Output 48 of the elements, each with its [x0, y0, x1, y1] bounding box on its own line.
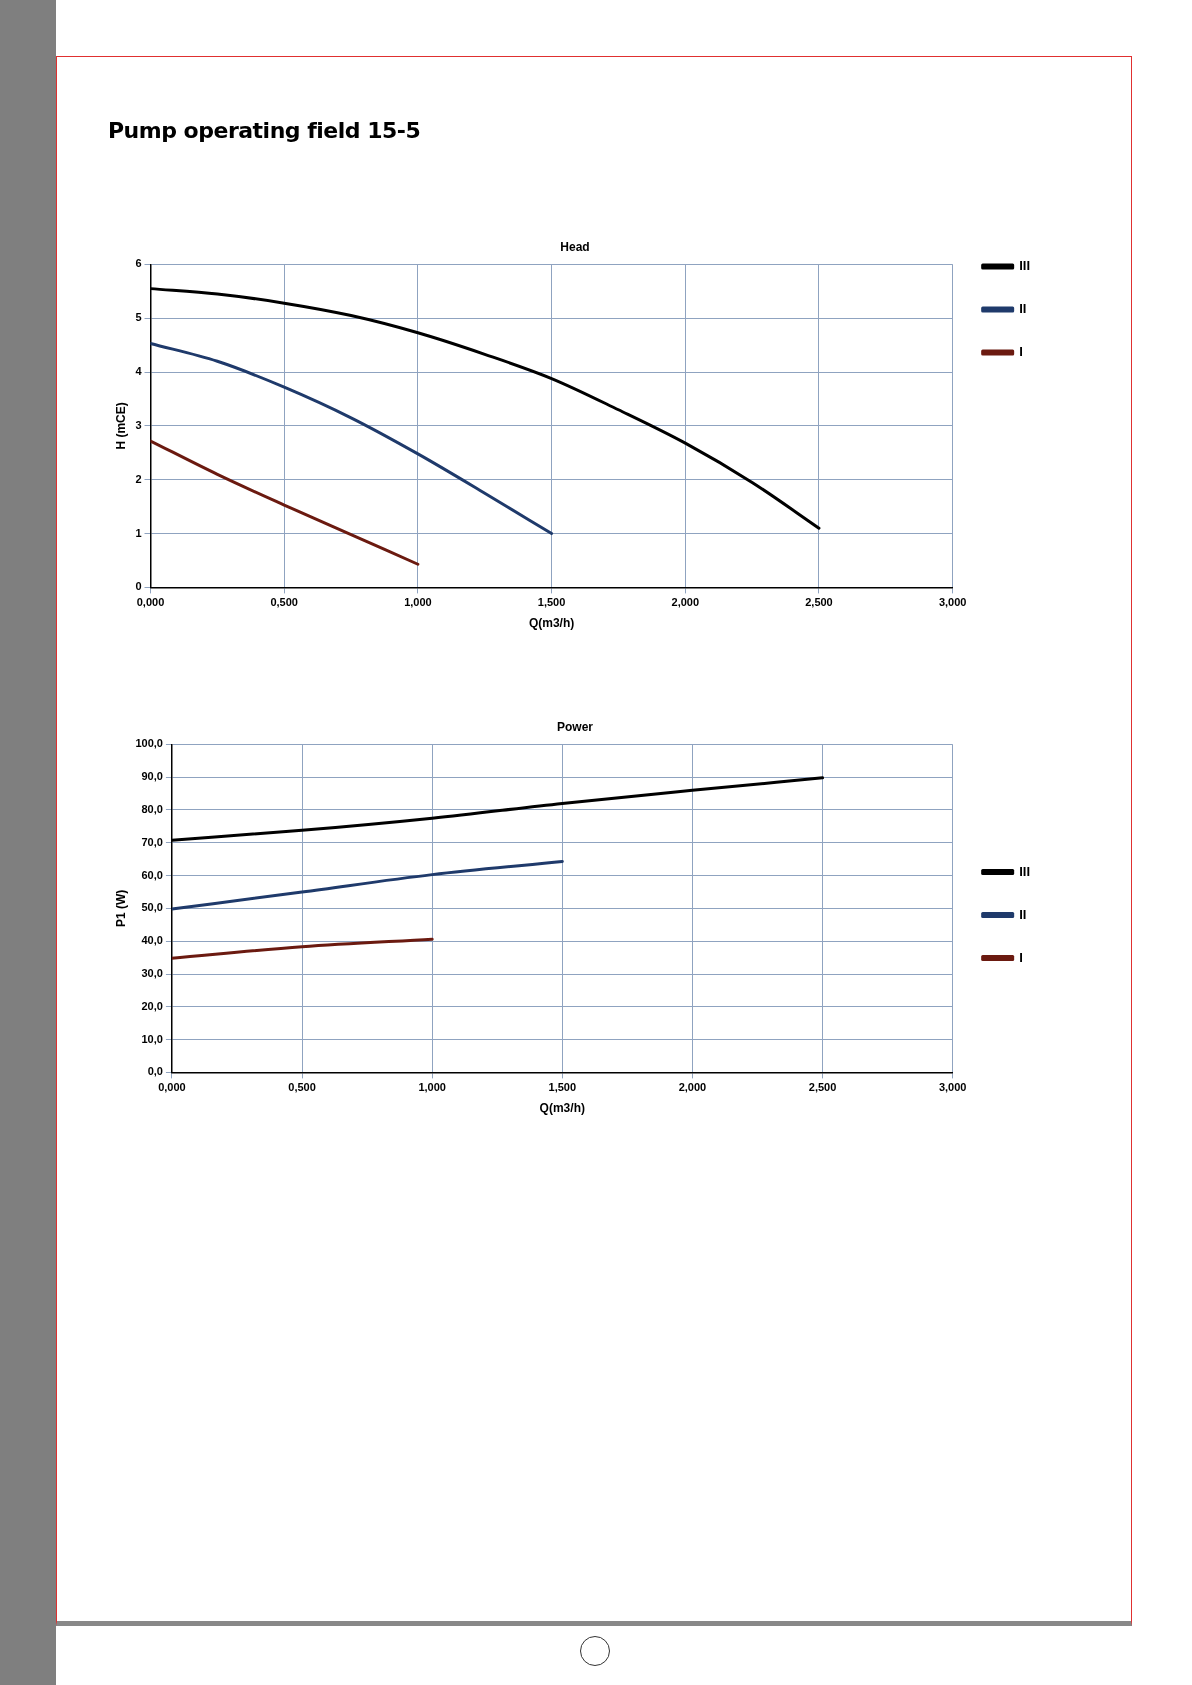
x-tick-label: 3,000: [938, 596, 967, 609]
y-tick-label: 0,0: [147, 1065, 163, 1078]
text: Pump operating field 15-5: [108, 118, 421, 143]
x-tick-label: 0,500: [270, 596, 298, 609]
y-tick-label: 20,0: [141, 999, 163, 1012]
legend-label: III: [1019, 863, 1031, 879]
y-tick-label: 1: [135, 526, 142, 539]
x-tick-label: 2,000: [678, 1081, 707, 1094]
y-tick-label: 5: [135, 311, 142, 324]
x-tick-label: 0,000: [136, 596, 165, 609]
x-tick-label: 2,500: [808, 1081, 837, 1094]
y-tick-label: 40,0: [141, 934, 163, 947]
y-tick-label: 50,0: [141, 901, 163, 914]
y-tick-label: 4: [135, 365, 143, 378]
x-tick-label: 1,000: [418, 1081, 446, 1094]
y-tick-label: 6: [135, 257, 142, 270]
y-tick-label: 3: [135, 418, 142, 431]
x-tick-label: 0,500: [288, 1081, 316, 1094]
y-tick-label: 100,0: [135, 737, 163, 750]
y-tick-label: 30,0: [141, 967, 163, 980]
x-tick-label: 1,000: [404, 596, 432, 609]
line-series: [150, 342, 554, 536]
legend-label: II: [1019, 301, 1027, 317]
legend-label: I: [1019, 949, 1023, 965]
x-tick-label: 2,500: [805, 596, 833, 609]
y-tick-label: 70,0: [141, 835, 163, 848]
legend-label: II: [1019, 906, 1027, 922]
line-series: [171, 860, 564, 911]
y-tick-label: 10,0: [141, 1032, 163, 1045]
x-axis-title: Q(m3/h): [528, 616, 575, 631]
chart-title: Head: [560, 239, 590, 254]
chart-title: Power: [556, 719, 594, 734]
y-axis-title: H (mCE): [113, 402, 128, 450]
x-tick-label: 1,500: [548, 1081, 577, 1094]
line-series: [150, 439, 420, 566]
y-tick-label: 0: [135, 580, 142, 593]
x-tick-label: 0,000: [158, 1081, 186, 1094]
x-tick-label: 3,000: [938, 1081, 967, 1094]
y-tick-label: 2: [135, 472, 142, 485]
legend-label: I: [1019, 344, 1023, 360]
y-tick-label: 90,0: [141, 770, 163, 783]
y-axis-title: P1 (W): [113, 889, 128, 928]
y-tick-label: 80,0: [141, 803, 163, 816]
x-tick-label: 2,000: [671, 596, 700, 609]
x-axis-title: Q(m3/h): [539, 1101, 585, 1116]
y-tick-label: 60,0: [141, 868, 163, 881]
x-tick-label: 1,500: [537, 596, 566, 609]
legend-label: III: [1019, 258, 1031, 274]
